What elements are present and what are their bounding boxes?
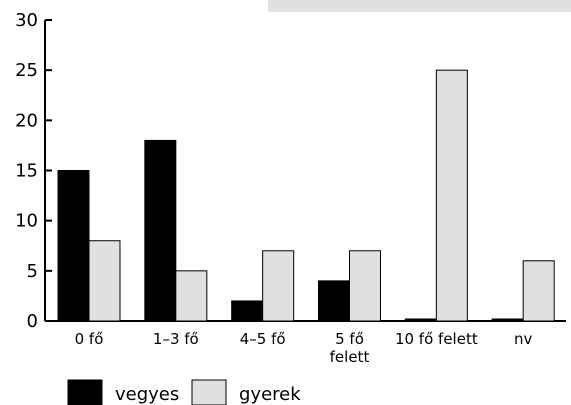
bar-gyerek: [349, 250, 381, 322]
bar-vegyes: [318, 280, 350, 322]
y-tick-label: 30: [15, 10, 38, 31]
legend-label-gyerek: gyerek: [239, 384, 301, 405]
category-label: 1–3 fő: [153, 330, 199, 348]
bar-vegyes: [57, 170, 90, 322]
y-tick-label: 25: [15, 60, 38, 81]
bar-gyerek: [435, 69, 468, 322]
bar-gyerek: [262, 250, 295, 322]
y-tick-label: 15: [15, 161, 38, 182]
legend-label-vegyes: vegyes: [115, 384, 179, 405]
category-label: 0 fő: [75, 330, 104, 348]
bars: [57, 69, 555, 322]
category-label: 5 fő: [335, 330, 364, 348]
y-tick-label: 10: [15, 211, 38, 232]
bar-gyerek: [88, 240, 121, 322]
legend: vegyes gyerek: [67, 379, 301, 405]
y-tick-label: 5: [27, 261, 38, 282]
bar-vegyes: [404, 318, 437, 322]
category-label: nv: [514, 330, 533, 348]
category-label: 10 fő felett: [395, 330, 478, 348]
bar-vegyes: [231, 300, 264, 322]
bar-vegyes: [491, 318, 524, 322]
bar-vegyes: [144, 139, 177, 322]
legend-swatch-vegyes: [67, 379, 103, 405]
bar-gyerek: [522, 260, 555, 322]
y-axis-ticks: 0 5 10 15 20 25 30: [15, 10, 52, 332]
y-tick-label: 0: [27, 311, 38, 332]
legend-swatch-gyerek: [191, 379, 227, 405]
category-label: 4–5 fő: [240, 330, 286, 348]
header-strip: [268, 0, 571, 12]
bar-gyerek: [175, 270, 208, 322]
y-tick-label: 20: [15, 110, 38, 131]
category-label: felett: [330, 348, 370, 366]
